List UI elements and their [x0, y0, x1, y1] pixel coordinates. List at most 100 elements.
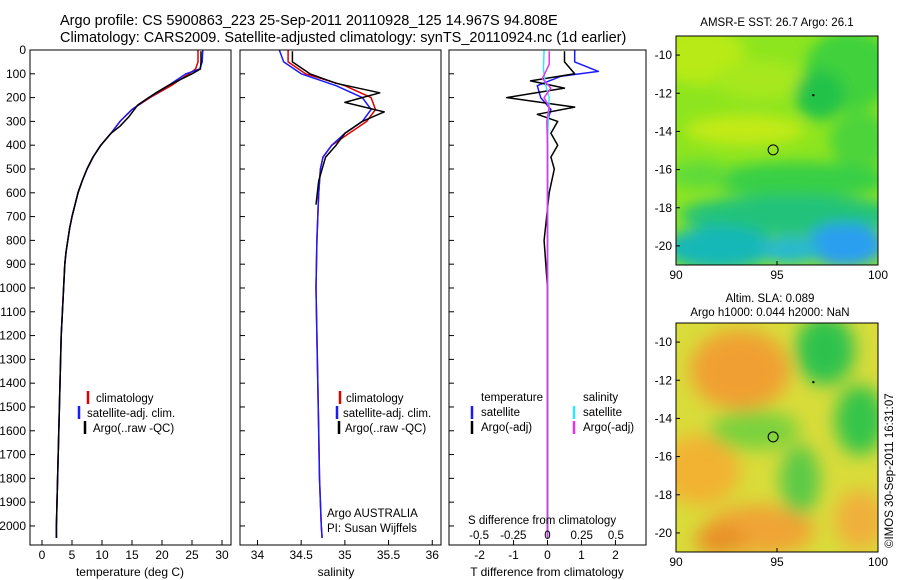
- difference-plot-area: [505, 50, 600, 538]
- salinity-panel: 34 34.5 35 35.5 36 salinity climatology sate…: [239, 49, 442, 579]
- temperature-legend: climatology satellite-adj. clim. Argo(..…: [77, 391, 175, 435]
- y-tick-label: 1300: [0, 352, 26, 366]
- y-tick-label: 400: [6, 138, 26, 152]
- series-line: [55, 50, 204, 538]
- y-tick-label: 1800: [0, 471, 26, 485]
- argo-position-marker: [767, 144, 779, 156]
- legend-label: climatology: [346, 393, 404, 405]
- sla-high-patch: [676, 435, 740, 505]
- difference-axes-ticks: -2 -1 0 1 2 -0.5 -0.25 0 0.25 0.5: [449, 49, 624, 562]
- sst-green-patch: [830, 110, 878, 170]
- map-y-tick-label: -10: [655, 335, 673, 349]
- map-x-tick-label: 90: [669, 555, 683, 569]
- map-y-tick-label: -18: [655, 488, 673, 502]
- y-tick-label: 1700: [0, 448, 26, 462]
- salinity-xlabel: salinity: [318, 565, 355, 579]
- series-line: [541, 51, 552, 538]
- temperature-xlabel: temperature (deg C): [76, 565, 184, 579]
- temperature-diff-xlabel: T difference from climatology: [470, 565, 624, 579]
- sla-low-patch: [795, 323, 855, 385]
- copyright-stamp: ©IMOS 30-Sep-2011 16:31:07: [884, 393, 896, 548]
- salinity-axes-frame: [239, 49, 442, 546]
- x-tick-label: 0: [544, 548, 551, 562]
- map-x-tick-label: 95: [770, 555, 784, 569]
- argo-position-marker: [767, 431, 779, 443]
- x-tick-label: 20: [155, 548, 169, 562]
- temperature-axes-frame: [29, 49, 232, 546]
- series-line: [278, 50, 372, 538]
- sst-cool-patch: [760, 236, 820, 264]
- salinity-plot-area: [278, 50, 385, 538]
- map-x-tick-label: 100: [868, 268, 888, 282]
- legend-label: Argo(-adj): [481, 422, 532, 434]
- x-tick-label: 35: [338, 548, 352, 562]
- temperature-panel: 0 5 10 15 20 25 300100200300400500600700800900…: [0, 43, 232, 579]
- legend-header-salinity: salinity: [583, 392, 618, 404]
- y-tick-label: 1600: [0, 424, 26, 438]
- y-tick-label: 300: [6, 114, 26, 128]
- y-tick-label: 2000: [0, 519, 26, 533]
- map-y-tick-label: -16: [655, 163, 673, 177]
- salinity-diff-axis-title: S difference from climatology: [468, 515, 616, 527]
- s-tick-label: 0.5: [608, 530, 624, 542]
- y-tick-label: 800: [6, 233, 26, 247]
- sst-warm-patch: [715, 60, 805, 100]
- figure-title-line1: Argo profile: CS 5900863_223 25-Sep-2011…: [60, 13, 558, 29]
- sst-green-patch: [795, 70, 845, 120]
- legend-label: climatology: [96, 393, 154, 405]
- float-pi-label: PI: Susan Wijffels: [327, 523, 417, 535]
- y-tick-label: 1200: [0, 329, 26, 343]
- x-tick-label: 35.5: [377, 548, 401, 562]
- legend-label: satellite: [481, 407, 520, 419]
- x-tick-label: 2: [612, 548, 619, 562]
- s-tick-label: -0.25: [500, 530, 526, 542]
- legend-label: Argo(-adj): [583, 422, 634, 434]
- map-y-tick-label: -12: [655, 86, 673, 100]
- legend-label: Argo(..raw -QC): [345, 423, 426, 435]
- y-tick-label: 900: [6, 257, 26, 271]
- sst-cold-patch: [805, 223, 878, 265]
- series-line: [287, 50, 377, 538]
- map-y-tick-label: -12: [655, 373, 673, 387]
- legend-label: satellite-adj. clim.: [87, 408, 175, 420]
- sst-warm-patch: [685, 115, 805, 145]
- sst-map-title: AMSR-E SST: 26.7 Argo: 26.1: [700, 17, 853, 29]
- sla-low-patch: [780, 445, 820, 515]
- sst-map-panel: AMSR-E SST: 26.7 Argo: 26.1 90 95 100 -10: [655, 17, 889, 282]
- x-tick-label: 15: [125, 548, 139, 562]
- sst-map-ticks: 90 95 100 -10 -12 -14 -16 -18 -20: [655, 48, 889, 282]
- y-tick-label: 100: [6, 67, 26, 81]
- legend-label: satellite: [583, 407, 622, 419]
- x-tick-label: 34: [251, 548, 265, 562]
- x-tick-label: 1: [578, 548, 585, 562]
- previous-position-marker: [812, 93, 815, 97]
- x-tick-label: 25: [185, 548, 199, 562]
- y-tick-label: 0: [19, 43, 26, 57]
- legend-label: Argo(..raw -QC): [93, 423, 174, 435]
- x-tick-label: 34.5: [289, 548, 313, 562]
- map-y-tick-label: -14: [655, 124, 673, 138]
- y-tick-label: 1000: [0, 281, 26, 295]
- s-tick-label: 0: [544, 530, 550, 542]
- legend-label: satellite-adj. clim.: [343, 408, 431, 420]
- sla-low-patch: [710, 410, 800, 450]
- y-tick-label: 600: [6, 186, 26, 200]
- s-tick-label: -0.5: [469, 530, 489, 542]
- x-tick-label: 5: [69, 548, 76, 562]
- sla-high-patch: [695, 525, 745, 552]
- sla-high-patch: [690, 330, 790, 410]
- series-line: [55, 51, 202, 538]
- y-tick-label: 1500: [0, 400, 26, 414]
- series-line: [291, 51, 385, 205]
- temperature-plot-area: [55, 50, 204, 538]
- x-tick-label: -1: [508, 548, 519, 562]
- s-tick-label: 0.25: [571, 530, 593, 542]
- y-tick-label: 200: [6, 91, 26, 105]
- sla-map-subtitle: Argo h1000: 0.044 h2000: NaN: [690, 307, 849, 319]
- sla-map-panel: Altim. SLA: 0.089 Argo h1000: 0.044 h200…: [655, 293, 889, 569]
- x-tick-label: 36: [426, 548, 440, 562]
- map-y-tick-label: -20: [655, 526, 673, 540]
- salinity-legend: climatology satellite-adj. clim. Argo(..…: [335, 391, 431, 435]
- sla-low-patch: [835, 385, 878, 455]
- y-tick-label: 700: [6, 210, 26, 224]
